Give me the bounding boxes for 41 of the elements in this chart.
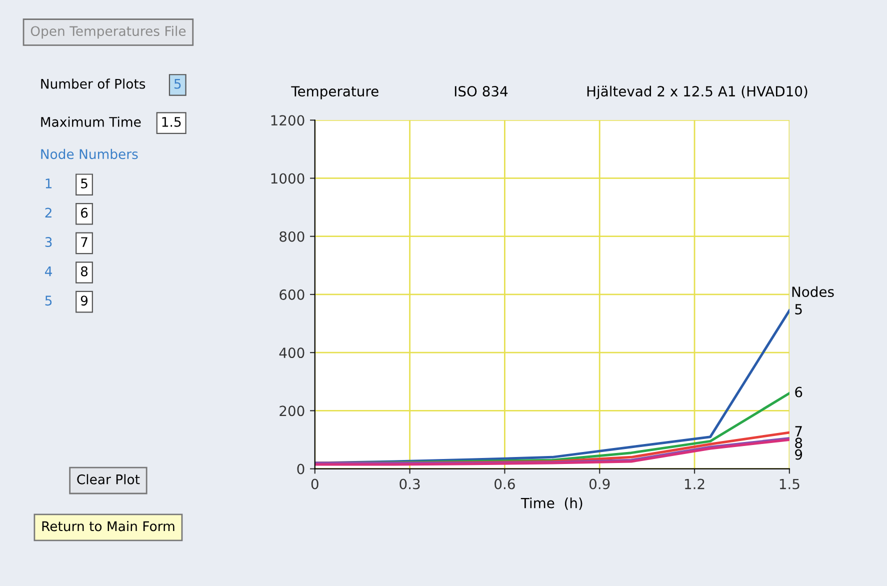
- x-tick-label: 0: [311, 478, 318, 490]
- legend-title: Nodes: [792, 286, 834, 298]
- y-tick-label: 800: [280, 231, 304, 242]
- text: Return to Main Form: [42, 521, 174, 532]
- series-label: 5: [795, 304, 802, 314]
- x-tick-label: 0.9: [589, 478, 610, 490]
- text: 1: [46, 178, 52, 188]
- text: 4: [44, 266, 52, 276]
- series-label: 6: [795, 386, 802, 398]
- text: 5: [174, 78, 181, 89]
- y-tick-label: 600: [280, 289, 304, 300]
- y-tick-label: 0: [297, 464, 304, 474]
- series-label: 8: [795, 438, 802, 448]
- text: Number of Plots: [41, 78, 146, 89]
- text: 7: [81, 237, 88, 247]
- text: 8: [80, 266, 88, 276]
- x-tick-label: 0.6: [494, 478, 515, 490]
- y-tick-label: 200: [280, 406, 304, 416]
- chart-subtitle: Hjältevad 2 x 12.5 A1 (HVAD10): [587, 86, 808, 100]
- text: 5: [81, 178, 88, 188]
- text: Open Temperatures File: [30, 26, 186, 39]
- y-tick-label: 400: [279, 348, 304, 358]
- text: 1.5: [162, 117, 181, 127]
- chart-title: ISO 834: [454, 86, 508, 97]
- text: 2: [45, 208, 52, 218]
- text: Maximum Time: [41, 116, 141, 127]
- x-tick-label: 0.3: [400, 478, 420, 490]
- y-tick-label: 1200: [271, 115, 304, 126]
- x-tick-label: 1.5: [780, 478, 800, 490]
- text: 9: [80, 296, 88, 306]
- y-axis-title: Temperature: [291, 86, 378, 100]
- text: 6: [80, 208, 88, 218]
- text: 5: [45, 296, 52, 306]
- x-axis-title: Time (h): [520, 498, 582, 510]
- series-label: 7: [795, 426, 802, 436]
- text: Node Numbers: [41, 148, 138, 160]
- text: 3: [45, 237, 52, 248]
- y-tick-label: 1000: [271, 173, 304, 184]
- series-label: 9: [795, 449, 802, 460]
- x-tick-label: 1.2: [685, 478, 704, 490]
- text: Clear Plot: [77, 474, 140, 484]
